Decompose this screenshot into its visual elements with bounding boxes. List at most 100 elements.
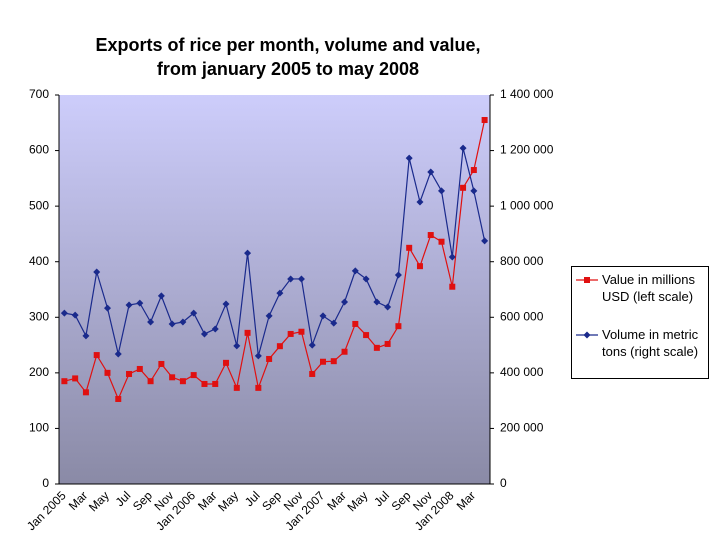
point: [103, 304, 111, 312]
point: [157, 292, 165, 300]
point: [363, 332, 370, 339]
point: [481, 117, 488, 124]
y2-tick-label: 600 000: [500, 309, 544, 323]
y-tick-label: 500: [29, 198, 49, 212]
point: [211, 325, 219, 333]
point: [190, 309, 198, 317]
point: [93, 352, 100, 359]
x-tick-label: Mar: [66, 488, 91, 513]
y2-tick-label: 400 000: [500, 365, 544, 379]
point: [136, 365, 143, 372]
point: [72, 375, 79, 382]
point: [298, 328, 305, 335]
point: [319, 312, 327, 320]
point: [114, 350, 122, 358]
y2-tick-label: 0: [500, 476, 507, 490]
point: [136, 299, 144, 307]
point: [169, 374, 176, 381]
x-tick-label: Jul: [371, 488, 392, 509]
y-tick-label: 700: [29, 87, 49, 101]
x-tick-label: Mar: [324, 488, 349, 513]
point: [341, 298, 349, 306]
point: [309, 370, 316, 377]
point: [351, 267, 359, 275]
x-tick-label: Jan 2005: [24, 488, 69, 533]
point: [200, 330, 208, 338]
point: [395, 323, 402, 330]
y2-tick-label: 1 200 000: [500, 143, 554, 157]
legend: Value in millions USD (left scale) Volume…: [571, 266, 709, 379]
point: [179, 318, 187, 326]
plot-area: [59, 95, 490, 484]
point: [373, 344, 380, 351]
point: [265, 312, 273, 320]
point: [287, 275, 295, 283]
legend-marker: [583, 331, 591, 339]
point: [223, 359, 230, 366]
point: [427, 168, 435, 176]
point: [470, 187, 478, 195]
y-tick-label: 400: [29, 254, 49, 268]
legend-marker: [584, 277, 590, 283]
point: [115, 395, 122, 402]
legend-key: [576, 277, 598, 283]
y2-tick-label: 1 000 000: [500, 198, 554, 212]
point: [190, 372, 197, 379]
point: [297, 275, 305, 283]
point: [126, 370, 133, 377]
point: [104, 369, 111, 376]
point: [222, 300, 230, 308]
legend-key: [576, 331, 598, 339]
point: [125, 301, 133, 309]
point: [244, 249, 252, 257]
point: [384, 303, 392, 311]
x-tick-label: Sep: [130, 488, 155, 513]
y-tick-label: 300: [29, 309, 49, 323]
point: [362, 275, 370, 283]
point: [405, 154, 413, 162]
point: [233, 342, 241, 350]
point: [276, 343, 283, 350]
point: [255, 384, 262, 391]
point: [470, 167, 477, 174]
point: [319, 358, 326, 365]
y2-tick-label: 1 400 000: [500, 87, 554, 101]
y-tick-label: 100: [29, 421, 49, 435]
point: [276, 289, 284, 297]
y2-tick-label: 800 000: [500, 254, 544, 268]
x-tick-label: May: [215, 488, 241, 514]
x-tick-label: May: [345, 488, 371, 514]
point: [352, 320, 359, 327]
point: [460, 184, 467, 191]
point: [416, 198, 424, 206]
chart-title: Exports of rice per month, volume and va…: [95, 35, 481, 79]
y-tick-label: 0: [42, 476, 49, 490]
point: [341, 348, 348, 355]
point: [201, 380, 208, 387]
point: [308, 341, 316, 349]
point: [406, 244, 413, 251]
x-tick-label: May: [86, 488, 112, 514]
point: [416, 263, 423, 270]
x-tick-label: Mar: [195, 488, 220, 513]
point: [438, 238, 445, 245]
y-tick-label: 200: [29, 365, 49, 379]
point: [394, 271, 402, 279]
point: [266, 355, 273, 362]
point: [254, 352, 262, 360]
point: [179, 378, 186, 385]
point: [448, 253, 456, 261]
y2-tick-label: 200 000: [500, 421, 544, 435]
point: [93, 268, 101, 276]
legend-label: Volume in metric tons (right scale): [602, 327, 699, 359]
point: [71, 311, 79, 319]
x-tick-label: Sep: [259, 488, 284, 513]
point: [212, 380, 219, 387]
point: [168, 320, 176, 328]
y-tick-label: 600: [29, 143, 49, 157]
x-tick-label: Jul: [113, 488, 134, 509]
point: [449, 283, 456, 290]
point: [438, 187, 446, 195]
